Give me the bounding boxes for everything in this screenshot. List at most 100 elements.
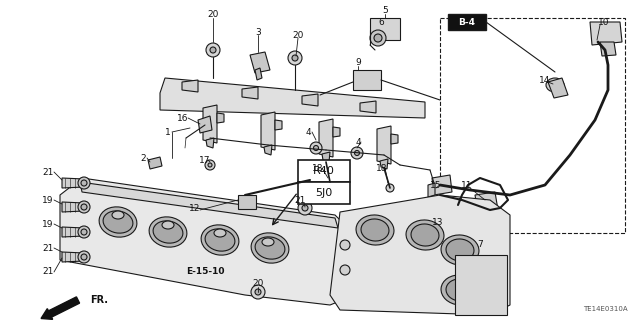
Circle shape: [81, 204, 87, 210]
Bar: [448, 14, 486, 30]
Ellipse shape: [361, 219, 389, 241]
Circle shape: [374, 34, 382, 42]
Polygon shape: [261, 112, 275, 150]
Polygon shape: [377, 126, 391, 164]
Circle shape: [314, 146, 319, 150]
Bar: [238, 195, 256, 209]
Circle shape: [78, 177, 90, 189]
Circle shape: [292, 55, 298, 61]
Ellipse shape: [481, 215, 493, 225]
Text: 20: 20: [292, 30, 304, 39]
Circle shape: [208, 163, 212, 167]
Ellipse shape: [255, 237, 285, 259]
Ellipse shape: [214, 229, 226, 237]
Text: 4: 4: [305, 127, 311, 137]
Ellipse shape: [262, 238, 274, 246]
Polygon shape: [322, 152, 330, 162]
Polygon shape: [206, 138, 214, 148]
Circle shape: [78, 201, 90, 213]
Text: FR.: FR.: [90, 295, 108, 305]
Text: 19: 19: [42, 196, 54, 204]
Polygon shape: [319, 119, 333, 157]
Polygon shape: [548, 78, 568, 98]
Polygon shape: [242, 87, 258, 99]
Circle shape: [206, 43, 220, 57]
Text: 2: 2: [140, 154, 146, 163]
Polygon shape: [360, 101, 376, 113]
Polygon shape: [182, 80, 198, 92]
Ellipse shape: [149, 217, 187, 247]
Polygon shape: [62, 178, 84, 188]
Ellipse shape: [103, 211, 133, 233]
Polygon shape: [600, 42, 616, 56]
Ellipse shape: [446, 239, 474, 261]
Polygon shape: [590, 22, 622, 45]
Ellipse shape: [153, 221, 183, 243]
Ellipse shape: [550, 81, 560, 89]
Text: 21: 21: [42, 244, 54, 252]
Polygon shape: [60, 178, 360, 305]
Text: 20: 20: [252, 278, 264, 287]
Ellipse shape: [446, 279, 474, 301]
Text: 21: 21: [42, 167, 54, 177]
Text: 6: 6: [378, 18, 384, 27]
Polygon shape: [250, 52, 270, 73]
Polygon shape: [80, 182, 338, 228]
Circle shape: [81, 180, 87, 186]
Circle shape: [251, 285, 265, 299]
Text: 10: 10: [598, 18, 610, 27]
Polygon shape: [62, 227, 84, 237]
Bar: [353, 70, 381, 90]
Polygon shape: [432, 175, 452, 195]
Polygon shape: [62, 202, 84, 212]
Ellipse shape: [356, 215, 394, 245]
Circle shape: [78, 226, 90, 238]
Text: 18: 18: [376, 164, 388, 172]
Text: 9: 9: [355, 58, 361, 67]
Polygon shape: [475, 192, 498, 213]
Ellipse shape: [201, 225, 239, 255]
Text: 12: 12: [189, 204, 201, 212]
Text: 5: 5: [382, 5, 388, 14]
Text: 19: 19: [42, 220, 54, 228]
Polygon shape: [302, 94, 318, 106]
Bar: [440, 18, 625, 233]
Ellipse shape: [406, 220, 444, 250]
Text: 15: 15: [430, 180, 442, 189]
Circle shape: [326, 178, 334, 186]
Polygon shape: [148, 157, 162, 169]
Polygon shape: [391, 134, 398, 144]
Text: B-4: B-4: [458, 18, 476, 27]
Ellipse shape: [205, 229, 235, 251]
FancyArrow shape: [41, 297, 79, 319]
Text: 3: 3: [255, 28, 261, 36]
Text: 16: 16: [177, 114, 189, 123]
Circle shape: [210, 47, 216, 53]
Circle shape: [298, 201, 312, 215]
Ellipse shape: [546, 78, 564, 92]
Polygon shape: [380, 159, 388, 169]
Polygon shape: [203, 105, 217, 143]
Bar: [370, 18, 400, 40]
Ellipse shape: [441, 275, 479, 305]
Bar: [298, 182, 350, 204]
Text: 1: 1: [165, 127, 171, 137]
Ellipse shape: [99, 207, 137, 237]
Circle shape: [255, 289, 261, 295]
Circle shape: [340, 265, 350, 275]
Circle shape: [288, 51, 302, 65]
Polygon shape: [275, 120, 282, 130]
Polygon shape: [428, 183, 435, 197]
Polygon shape: [217, 113, 224, 123]
Circle shape: [386, 184, 394, 192]
Circle shape: [205, 160, 215, 170]
Text: 7: 7: [477, 239, 483, 249]
Ellipse shape: [441, 235, 479, 265]
Circle shape: [81, 254, 87, 260]
Circle shape: [351, 147, 363, 159]
Text: R40: R40: [313, 166, 335, 176]
Polygon shape: [264, 145, 272, 155]
Polygon shape: [198, 116, 212, 133]
Text: 14: 14: [540, 76, 550, 84]
Circle shape: [302, 205, 308, 211]
